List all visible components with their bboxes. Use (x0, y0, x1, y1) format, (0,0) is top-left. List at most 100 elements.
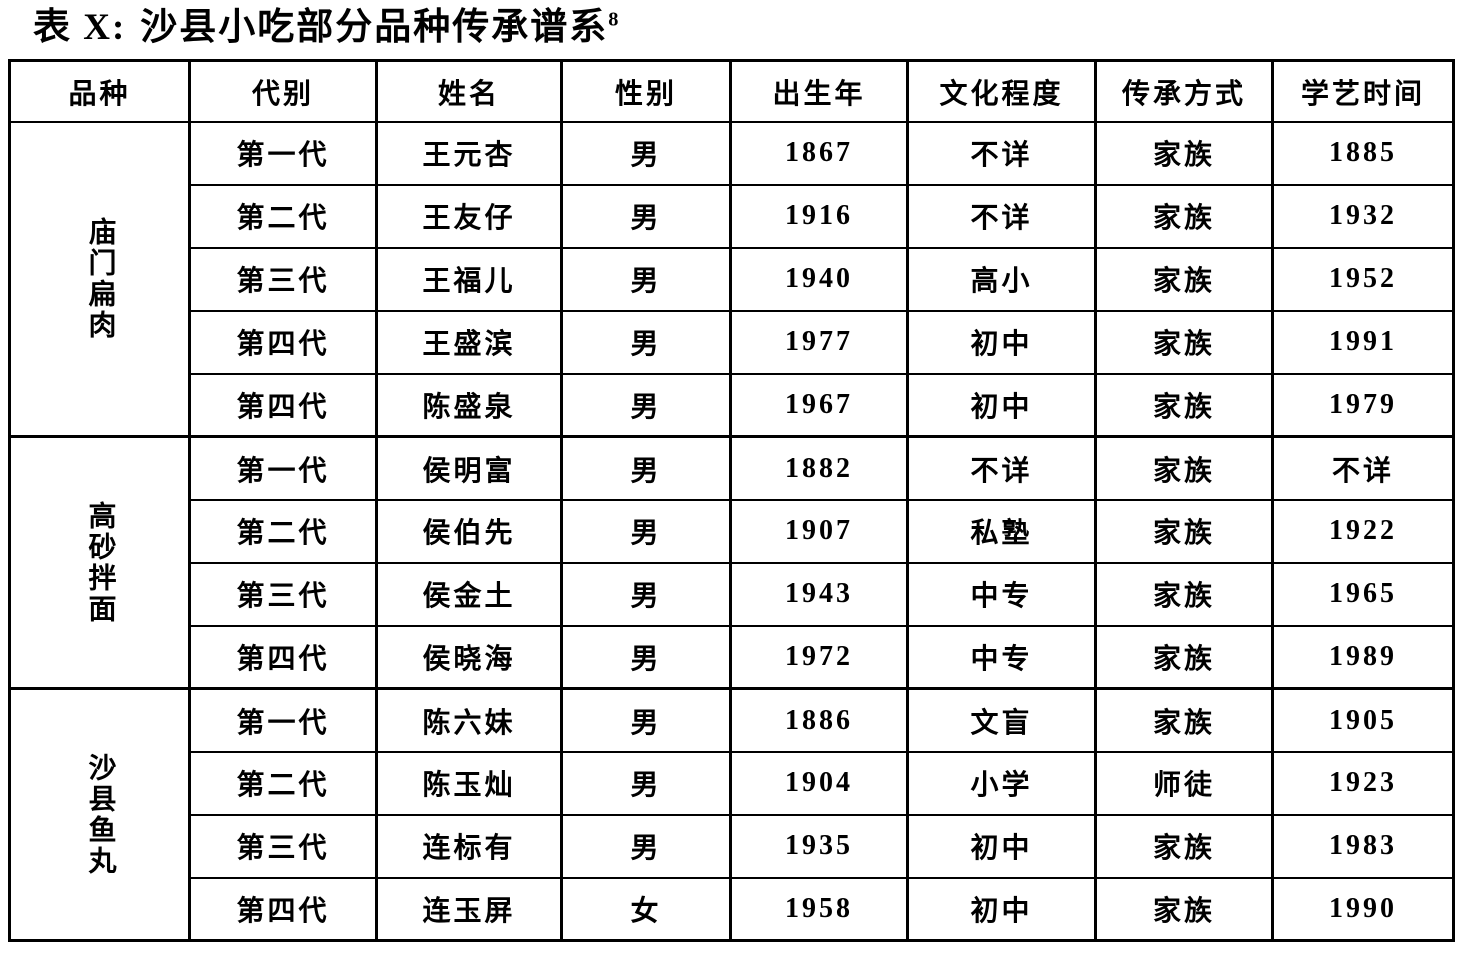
gender-cell: 男 (560, 120, 732, 186)
name-cell: 连玉屏 (375, 876, 563, 942)
header-generation: 代别 (188, 59, 378, 123)
birth-year-cell: 1943 (729, 561, 909, 627)
variety-cell: 庙门扁肉 (8, 120, 191, 438)
method-cell: 家族 (1094, 183, 1274, 249)
footnote-reference: 8 (608, 8, 619, 31)
name-cell: 王元杏 (375, 120, 563, 186)
header-variety: 品种 (8, 59, 191, 123)
gender-cell: 男 (560, 498, 732, 564)
education-cell: 初中 (906, 813, 1097, 879)
gender-cell: 男 (560, 309, 732, 375)
name-cell: 王友仔 (375, 183, 563, 249)
table-row: 高砂拌面 第一代 侯明富男 1882 不详 家族 不详 (8, 435, 1455, 690)
learn-year-cell: 1989 (1271, 624, 1455, 690)
genealogy-table: 品种 代别 姓名 性别 出生年 文化程度 传承方式 学艺时间 庙门扁肉 第一代 王元… (8, 59, 1455, 943)
header-name: 姓名 (375, 59, 563, 123)
name-cell: 侯明富 (375, 435, 563, 501)
generation-cell: 第四代 (188, 309, 378, 375)
generation-cell: 第二代 (188, 498, 378, 564)
birth-year-cell: 1972 (729, 624, 909, 690)
table-row: 第二代 侯伯先男 1907 私塾 家族 1922 (10, 498, 1455, 564)
education-cell: 初中 (906, 309, 1097, 375)
gender-cell: 男 (560, 624, 732, 690)
generation-cell: 第四代 (188, 624, 378, 690)
method-cell: 家族 (1094, 372, 1274, 438)
header-education: 文化程度 (906, 59, 1097, 123)
name-cell: 王福儿 (375, 246, 563, 312)
table-row: 第二代 王友仔男 1916 不详 家族 1932 (10, 183, 1455, 249)
learn-year-cell: 1905 (1271, 687, 1455, 753)
method-cell: 家族 (1094, 246, 1274, 312)
table-row: 沙县鱼丸 第一代 陈六妹男 1886 文盲 家族 1905 (8, 687, 1455, 942)
name-cell: 侯晓海 (375, 624, 563, 690)
name-cell: 侯金土 (375, 561, 563, 627)
education-cell: 不详 (906, 120, 1097, 186)
birth-year-cell: 1907 (729, 498, 909, 564)
birth-year-cell: 1867 (729, 120, 909, 186)
learn-year-cell: 1990 (1271, 876, 1455, 942)
birth-year-cell: 1958 (729, 876, 909, 942)
learn-year-cell: 1932 (1271, 183, 1455, 249)
education-cell: 不详 (906, 435, 1097, 501)
generation-cell: 第三代 (188, 246, 378, 312)
table-title-prefix: 表 X: (33, 7, 127, 48)
table-row: 第三代 王福儿男 1940 高小 家族 1952 (10, 246, 1455, 312)
gender-cell: 男 (560, 183, 732, 249)
gender-cell: 男 (560, 750, 732, 816)
method-cell: 家族 (1094, 687, 1274, 753)
method-cell: 家族 (1094, 435, 1274, 501)
header-row: 品种 代别 姓名 性别 出生年 文化程度 传承方式 学艺时间 (8, 59, 1455, 123)
education-cell: 中专 (906, 561, 1097, 627)
name-cell: 陈盛泉 (375, 372, 563, 438)
generation-cell: 第三代 (188, 813, 378, 879)
generation-cell: 第二代 (188, 750, 378, 816)
table-row: 第四代 陈盛泉男 1967 初中 家族 1979 (10, 372, 1455, 438)
generation-cell: 第四代 (188, 876, 378, 942)
gender-cell: 男 (560, 687, 732, 753)
method-cell: 家族 (1094, 120, 1274, 186)
education-cell: 私塾 (906, 498, 1097, 564)
education-cell: 初中 (906, 372, 1097, 438)
name-cell: 侯伯先 (375, 498, 563, 564)
table-row: 第三代 侯金土男 1943 中专 家族 1965 (10, 561, 1455, 627)
table-row: 第四代 王盛滨男 1977 初中 家族 1991 (10, 309, 1455, 375)
gender-cell: 男 (560, 561, 732, 627)
header-method: 传承方式 (1094, 59, 1274, 123)
learn-year-cell: 1922 (1271, 498, 1455, 564)
generation-cell: 第二代 (188, 183, 378, 249)
birth-year-cell: 1940 (729, 246, 909, 312)
gender-cell: 男 (560, 435, 732, 501)
learn-year-cell: 1952 (1271, 246, 1455, 312)
birth-year-cell: 1977 (729, 309, 909, 375)
learn-year-cell: 1979 (1271, 372, 1455, 438)
learn-year-cell: 1885 (1271, 120, 1455, 186)
gender-cell: 男 (560, 813, 732, 879)
table-row: 第二代 陈玉灿男 1904 小学 师徒 1923 (10, 750, 1455, 816)
learn-year-cell: 1983 (1271, 813, 1455, 879)
gender-cell: 男 (560, 246, 732, 312)
birth-year-cell: 1886 (729, 687, 909, 753)
gender-cell: 男 (560, 372, 732, 438)
education-cell: 文盲 (906, 687, 1097, 753)
method-cell: 家族 (1094, 309, 1274, 375)
method-cell: 家族 (1094, 813, 1274, 879)
birth-year-cell: 1935 (729, 813, 909, 879)
generation-cell: 第一代 (188, 687, 378, 753)
gender-cell: 女 (560, 876, 732, 942)
header-learn-year: 学艺时间 (1271, 59, 1455, 123)
generation-cell: 第三代 (188, 561, 378, 627)
method-cell: 师徒 (1094, 750, 1274, 816)
header-birth-year: 出生年 (729, 59, 909, 123)
education-cell: 不详 (906, 183, 1097, 249)
education-cell: 中专 (906, 624, 1097, 690)
birth-year-cell: 1916 (729, 183, 909, 249)
table-row: 庙门扁肉 第一代 王元杏男 1867 不详 家族 1885 (8, 120, 1455, 438)
name-cell: 连标有 (375, 813, 563, 879)
table-row: 第四代 连玉屏女 1958 初中 家族 1990 (10, 876, 1455, 942)
education-cell: 初中 (906, 876, 1097, 942)
learn-year-cell: 1991 (1271, 309, 1455, 375)
learn-year-cell: 1965 (1271, 561, 1455, 627)
learn-year-cell: 1923 (1271, 750, 1455, 816)
education-cell: 小学 (906, 750, 1097, 816)
